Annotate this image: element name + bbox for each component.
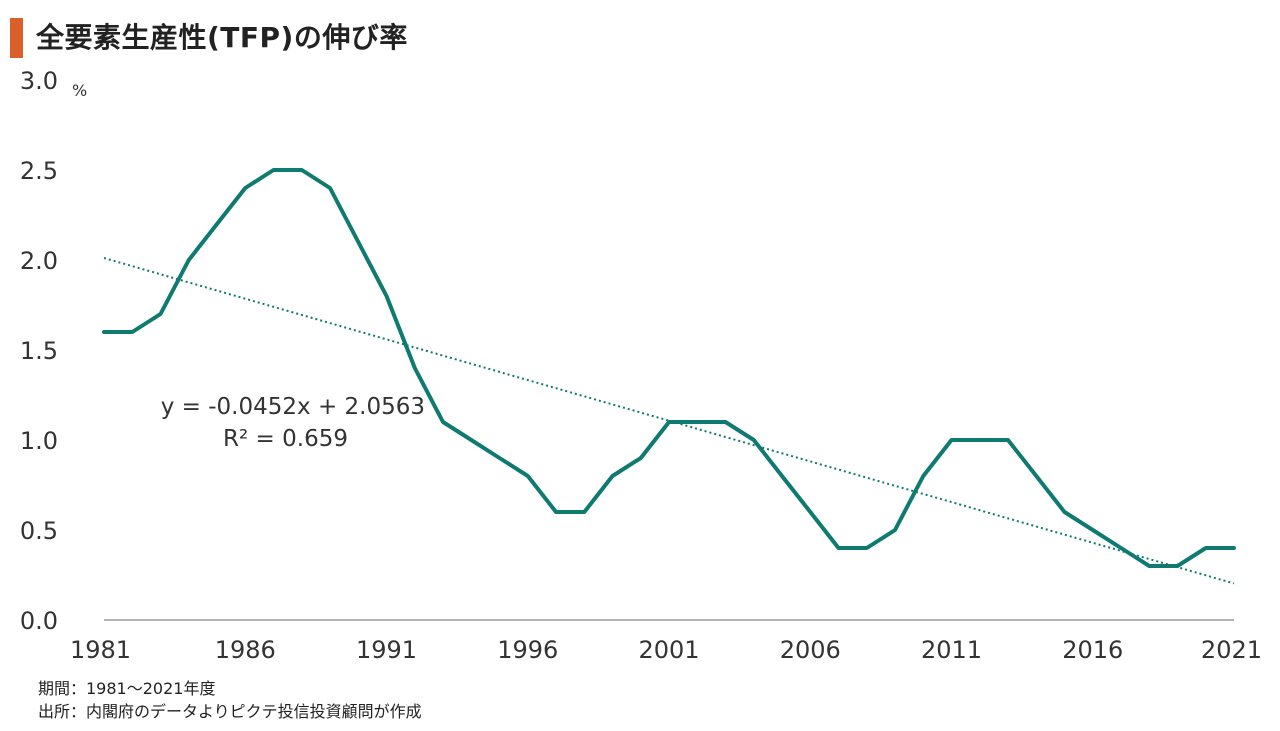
period-note: 期間：1981～2021年度 — [38, 679, 216, 698]
series-line-tfp — [102, 168, 1236, 568]
x-tick-label: 2001 — [638, 636, 699, 664]
x-tick-label: 2016 — [1062, 636, 1123, 664]
y-tick-label: 0.5 — [20, 517, 58, 545]
y-tick-label: 1.5 — [20, 337, 58, 365]
trend-equation: y = -0.0452x + 2.0563 — [161, 394, 425, 420]
source-note: 出所：内閣府のデータよりピクテ投信投資顧問が作成 — [38, 702, 422, 721]
x-tick-label: 2006 — [780, 636, 841, 664]
y-tick-label: 2.5 — [20, 157, 58, 185]
x-tick-label: 1996 — [497, 636, 558, 664]
y-unit-label: % — [72, 81, 87, 100]
y-tick-label: 3.0 — [20, 67, 58, 95]
title-accent-bar — [10, 18, 23, 58]
x-tick-label: 2011 — [921, 636, 982, 664]
x-tick-label: 1986 — [215, 636, 276, 664]
chart-title: 全要素生産性(TFP)の伸び率 — [36, 21, 408, 54]
y-tick-label: 0.0 — [20, 607, 58, 635]
trend-line — [103, 257, 1235, 585]
x-tick-label: 1981 — [70, 636, 131, 664]
x-tick-label: 1991 — [356, 636, 417, 664]
trend-r-squared: R² = 0.659 — [223, 426, 348, 452]
y-tick-label: 2.0 — [20, 247, 58, 275]
x-tick-label: 2021 — [1201, 636, 1262, 664]
y-tick-label: 1.0 — [20, 427, 58, 455]
